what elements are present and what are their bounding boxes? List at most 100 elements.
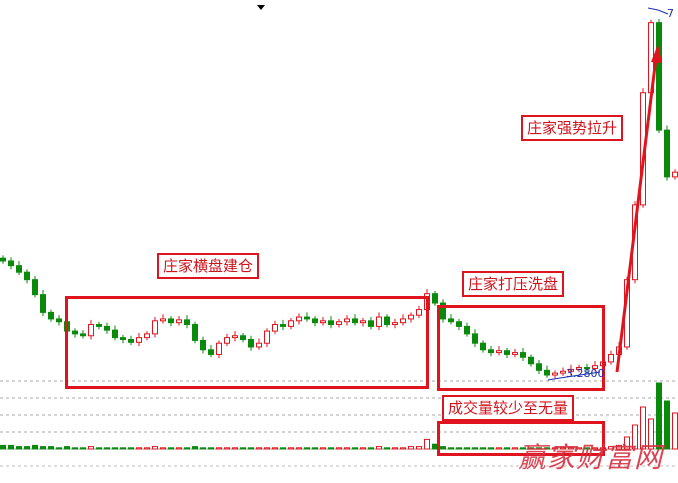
volume-bar — [520, 447, 526, 450]
markup-arrow — [615, 57, 658, 373]
candle-body — [120, 337, 126, 340]
candle-body — [488, 349, 494, 354]
candle-body — [464, 325, 470, 335]
candle-body — [144, 333, 150, 339]
volume-bar — [88, 446, 94, 450]
volume-bar — [136, 447, 142, 450]
volume-bar — [656, 382, 662, 450]
candle-body — [472, 333, 478, 344]
volume-bar — [232, 447, 238, 450]
volume-bar — [200, 447, 206, 450]
volume-bar — [48, 446, 54, 450]
candle-body — [584, 367, 590, 370]
candle-body — [528, 356, 534, 365]
candle-body — [136, 337, 142, 343]
candle-body — [216, 342, 222, 355]
candle-body — [40, 294, 46, 313]
volume-bar — [616, 444, 622, 450]
volume-bar — [240, 447, 246, 450]
high-price-label: 7 — [667, 7, 674, 20]
candle-body — [656, 22, 662, 131]
candle-body — [192, 324, 198, 341]
candle-body — [208, 349, 214, 355]
candle-body — [544, 369, 550, 376]
candle-body — [112, 329, 118, 339]
volume-bar — [504, 447, 510, 450]
volume-bar — [16, 446, 22, 450]
candle-body — [88, 324, 94, 337]
candle-body — [272, 324, 278, 332]
volume-bar — [536, 447, 542, 450]
candle-body — [552, 372, 558, 376]
volume-bar — [168, 447, 174, 450]
volume-bar — [640, 406, 646, 450]
volume-bar — [128, 447, 134, 450]
candle-body — [408, 314, 414, 320]
volume-bar — [624, 436, 630, 450]
volume-bar — [56, 447, 62, 450]
volume-bar — [376, 446, 382, 450]
volume-bar — [592, 447, 598, 450]
candle-body — [304, 316, 310, 320]
candle-body — [200, 339, 206, 351]
volume-bar — [448, 447, 454, 450]
volume-bar — [320, 447, 326, 450]
volume-bar — [344, 447, 350, 450]
high-price-marker-line — [647, 7, 669, 15]
candle-body — [72, 330, 78, 335]
candle-body — [384, 316, 390, 326]
accumulation-label: 庄家横盘建仓 — [157, 253, 260, 279]
volume-bar — [80, 447, 86, 450]
volume-bar — [528, 447, 534, 450]
volume-bar — [256, 447, 262, 450]
candle-body — [328, 320, 334, 326]
candle-body — [24, 271, 30, 281]
volume-bar — [472, 447, 478, 450]
candle-body — [376, 316, 382, 327]
volume-bar — [288, 447, 294, 450]
candle-body — [296, 316, 302, 322]
volume-bar — [552, 447, 558, 450]
volume-bar — [488, 447, 494, 450]
markup-label: 庄家强势拉升 — [521, 115, 624, 141]
candle-body — [512, 352, 518, 355]
volume-bar — [120, 447, 126, 450]
candle-body — [248, 338, 254, 348]
volume-bar — [312, 447, 318, 450]
candle-body — [224, 337, 230, 344]
candle-body — [416, 309, 422, 316]
candle-body — [48, 311, 54, 320]
candle-body — [352, 318, 358, 324]
volume-bar — [336, 447, 342, 450]
candle-body — [176, 319, 182, 324]
candle-body — [432, 293, 438, 304]
volume-bar — [400, 447, 406, 450]
accumulation-box — [65, 296, 429, 389]
candle-body — [128, 338, 134, 343]
volume-bar — [112, 447, 118, 450]
volume-bar — [672, 412, 678, 450]
volume-bar — [584, 447, 590, 450]
candle-body — [32, 279, 38, 296]
candle-body — [168, 318, 174, 324]
candle-body — [576, 367, 582, 370]
volume-bar — [0, 444, 6, 450]
volume-bar — [608, 446, 614, 450]
volume-note-label: 成交量较少至无量 — [442, 395, 575, 421]
candle-body — [368, 320, 374, 327]
volume-bar — [160, 447, 166, 450]
candle-body — [280, 324, 286, 327]
candle-body — [560, 370, 566, 374]
candle-body — [336, 321, 342, 326]
candle-body — [520, 352, 526, 358]
candle-body — [232, 335, 238, 339]
volume-bar — [144, 447, 150, 450]
candle-body — [672, 171, 678, 178]
volume-bar — [392, 447, 398, 450]
volume-bar — [64, 446, 70, 450]
volume-bar — [480, 447, 486, 450]
candle-body — [104, 325, 110, 331]
candle-body — [392, 322, 398, 326]
candle-body — [456, 321, 462, 327]
